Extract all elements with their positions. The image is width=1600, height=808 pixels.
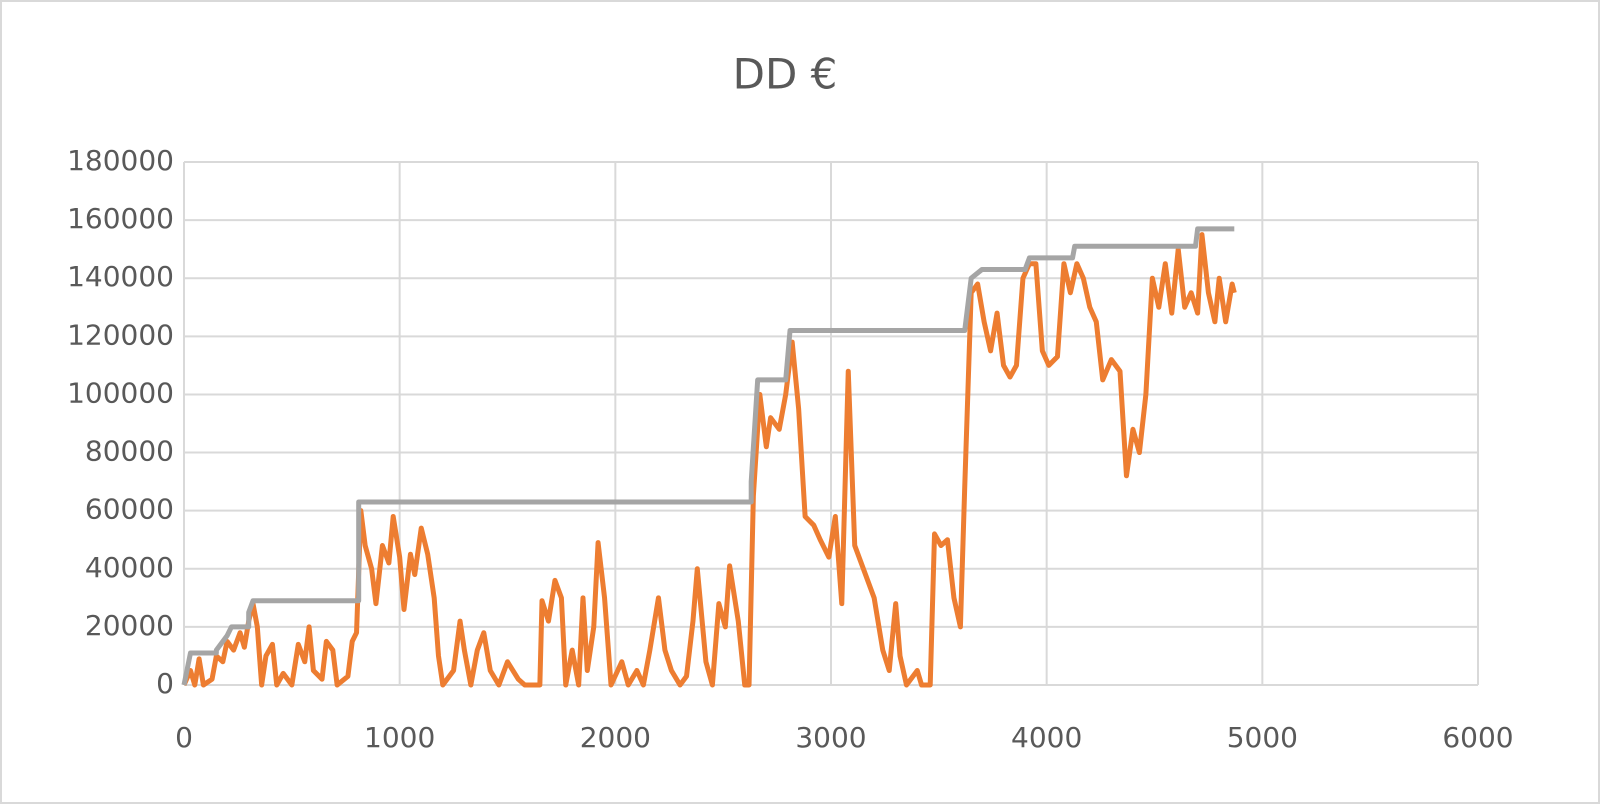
y-tick-label: 120000	[67, 318, 174, 351]
x-tick-label: 5000	[1227, 721, 1298, 754]
y-tick-label: 140000	[67, 260, 174, 293]
x-tick-label: 4000	[1011, 721, 1082, 754]
series-line	[181, 232, 1237, 688]
x-tick-label: 3000	[795, 721, 866, 754]
y-tick-label: 40000	[85, 551, 174, 584]
x-tick-label: 1000	[364, 721, 435, 754]
y-tick-label: 180000	[67, 144, 174, 177]
y-tick-label: 20000	[85, 609, 174, 642]
x-tick-label: 0	[175, 721, 193, 754]
y-tick-label: 60000	[85, 493, 174, 526]
y-tick-label: 0	[156, 667, 174, 700]
y-tick-label: 160000	[67, 202, 174, 235]
chart-title: DD €	[733, 50, 838, 99]
x-tick-label: 6000	[1442, 721, 1513, 754]
y-tick-label: 80000	[85, 435, 174, 468]
y-tick-label: 100000	[67, 376, 174, 409]
series-line	[181, 226, 1235, 686]
x-tick-label: 2000	[580, 721, 651, 754]
